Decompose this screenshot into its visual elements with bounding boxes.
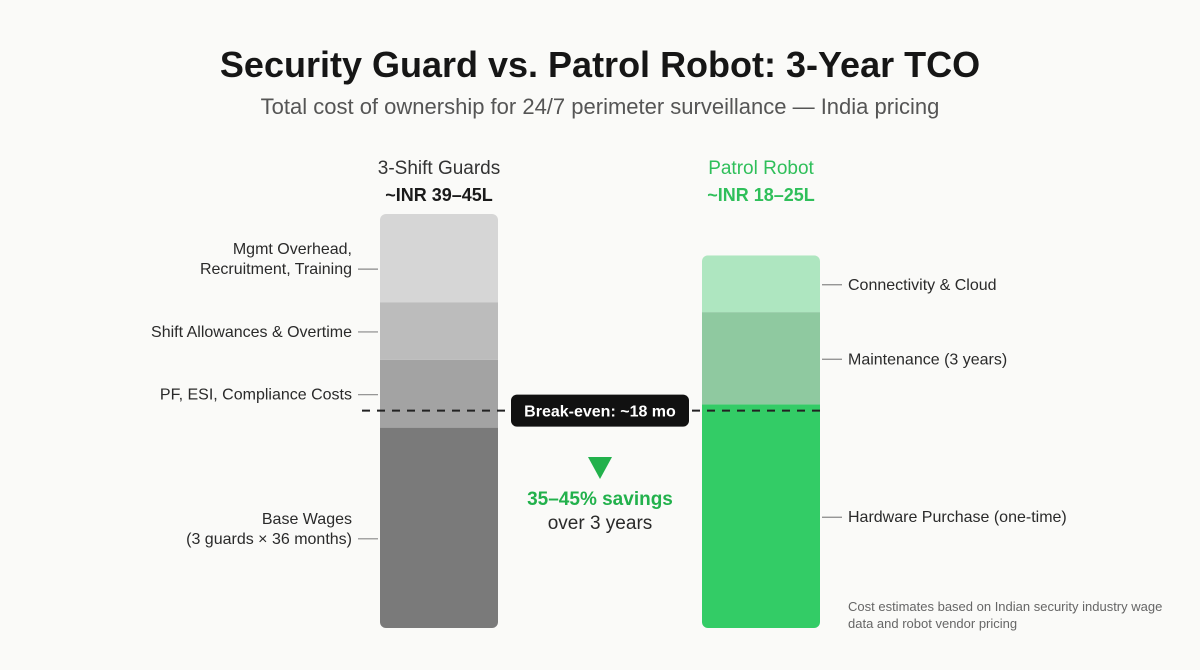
savings-sublabel: over 3 years (548, 513, 653, 534)
bar-segment (380, 214, 498, 303)
bar-name: Patrol Robot (708, 158, 814, 179)
bar-segment (380, 427, 498, 628)
down-arrow-icon (588, 457, 612, 479)
bar-total: ~INR 39–45L (385, 185, 493, 205)
break-even-label: Break-even: ~18 mo (524, 404, 676, 421)
segment-label: Maintenance (3 years) (848, 351, 1007, 368)
chart-subtitle: Total cost of ownership for 24/7 perimet… (260, 94, 940, 119)
bar-guards (380, 214, 498, 628)
chart-title: Security Guard vs. Patrol Robot: 3-Year … (219, 44, 981, 85)
break-even-callout (511, 394, 689, 427)
segment-label: Hardware Purchase (one-time) (848, 509, 1067, 526)
segment-label: PF, ESI, Compliance Costs (160, 387, 352, 404)
savings-label: 35–45% savings (527, 489, 673, 510)
bar-segment (380, 302, 498, 360)
segment-label: Connectivity & Cloud (848, 277, 997, 294)
bar-segment (702, 312, 820, 405)
bar-segment (380, 359, 498, 428)
bar-segment (702, 404, 820, 628)
segment-label: Mgmt Overhead, Recruitment, Training (200, 241, 352, 278)
bar-segment (702, 255, 820, 313)
bar-name: 3-Shift Guards (378, 158, 501, 179)
bar-total: ~INR 18–25L (707, 185, 815, 205)
footnote: Cost estimates based on Indian security … (848, 599, 1163, 631)
segment-label: Shift Allowances & Overtime (151, 324, 352, 341)
segment-label: Base Wages (3 guards × 36 months) (186, 511, 352, 548)
bar-robot (702, 255, 820, 628)
